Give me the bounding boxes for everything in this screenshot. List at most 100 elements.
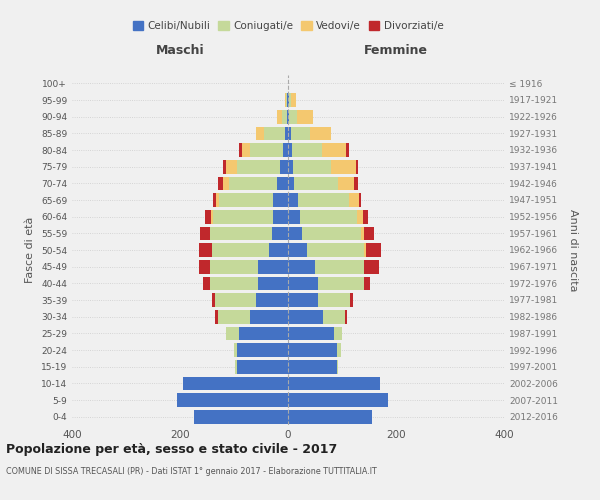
Bar: [359, 193, 361, 207]
Bar: [295, 176, 338, 190]
Bar: [337, 360, 338, 374]
Bar: [277, 176, 288, 190]
Bar: [288, 360, 337, 374]
Bar: [273, 210, 288, 224]
Bar: [288, 393, 388, 407]
Text: Popolazione per età, sesso e stato civile - 2017: Popolazione per età, sesso e stato civil…: [6, 442, 337, 456]
Bar: [199, 260, 210, 274]
Bar: [364, 243, 366, 257]
Bar: [212, 243, 269, 257]
Bar: [235, 360, 236, 374]
Bar: [256, 126, 264, 140]
Bar: [287, 110, 288, 124]
Bar: [318, 276, 364, 290]
Y-axis label: Anni di nascita: Anni di nascita: [568, 208, 578, 291]
Bar: [269, 243, 288, 257]
Bar: [236, 360, 288, 374]
Bar: [288, 210, 300, 224]
Bar: [218, 310, 250, 324]
Bar: [291, 93, 296, 107]
Bar: [288, 326, 334, 340]
Bar: [331, 160, 355, 173]
Bar: [288, 260, 315, 274]
Bar: [288, 143, 292, 157]
Bar: [219, 193, 273, 207]
Bar: [199, 243, 212, 257]
Bar: [354, 176, 358, 190]
Bar: [288, 126, 290, 140]
Bar: [182, 376, 288, 390]
Bar: [298, 193, 349, 207]
Bar: [346, 143, 349, 157]
Bar: [264, 126, 286, 140]
Bar: [288, 376, 380, 390]
Bar: [272, 226, 288, 240]
Bar: [250, 143, 283, 157]
Bar: [215, 310, 218, 324]
Bar: [322, 143, 346, 157]
Bar: [355, 160, 358, 173]
Bar: [288, 110, 289, 124]
Bar: [239, 326, 288, 340]
Bar: [215, 293, 256, 307]
Bar: [226, 160, 236, 173]
Bar: [256, 293, 288, 307]
Bar: [234, 343, 236, 357]
Bar: [250, 310, 288, 324]
Bar: [297, 110, 313, 124]
Bar: [334, 326, 342, 340]
Bar: [214, 193, 216, 207]
Bar: [288, 160, 293, 173]
Bar: [178, 393, 288, 407]
Bar: [236, 160, 280, 173]
Bar: [288, 193, 298, 207]
Text: Femmine: Femmine: [364, 44, 428, 58]
Bar: [363, 210, 368, 224]
Bar: [288, 343, 337, 357]
Bar: [214, 210, 273, 224]
Bar: [259, 276, 288, 290]
Bar: [288, 276, 318, 290]
Bar: [288, 293, 318, 307]
Bar: [242, 143, 250, 157]
Bar: [285, 93, 286, 107]
Bar: [307, 243, 364, 257]
Bar: [210, 276, 259, 290]
Bar: [205, 210, 211, 224]
Bar: [273, 193, 288, 207]
Bar: [337, 343, 341, 357]
Bar: [286, 126, 288, 140]
Y-axis label: Fasce di età: Fasce di età: [25, 217, 35, 283]
Bar: [344, 310, 347, 324]
Bar: [289, 110, 297, 124]
Bar: [239, 143, 242, 157]
Bar: [210, 260, 259, 274]
Bar: [210, 226, 272, 240]
Bar: [229, 176, 277, 190]
Bar: [281, 110, 287, 124]
Bar: [218, 176, 223, 190]
Bar: [280, 160, 288, 173]
Bar: [200, 226, 210, 240]
Bar: [286, 93, 287, 107]
Bar: [366, 243, 382, 257]
Bar: [223, 176, 229, 190]
Bar: [300, 210, 356, 224]
Bar: [216, 193, 219, 207]
Bar: [288, 410, 372, 424]
Bar: [302, 226, 361, 240]
Bar: [212, 293, 215, 307]
Bar: [193, 410, 288, 424]
Bar: [364, 226, 374, 240]
Bar: [361, 226, 364, 240]
Bar: [288, 176, 295, 190]
Bar: [350, 293, 353, 307]
Bar: [283, 143, 288, 157]
Bar: [288, 310, 323, 324]
Bar: [315, 260, 364, 274]
Text: Maschi: Maschi: [155, 44, 205, 58]
Bar: [318, 293, 350, 307]
Bar: [338, 176, 354, 190]
Bar: [288, 226, 302, 240]
Bar: [259, 260, 288, 274]
